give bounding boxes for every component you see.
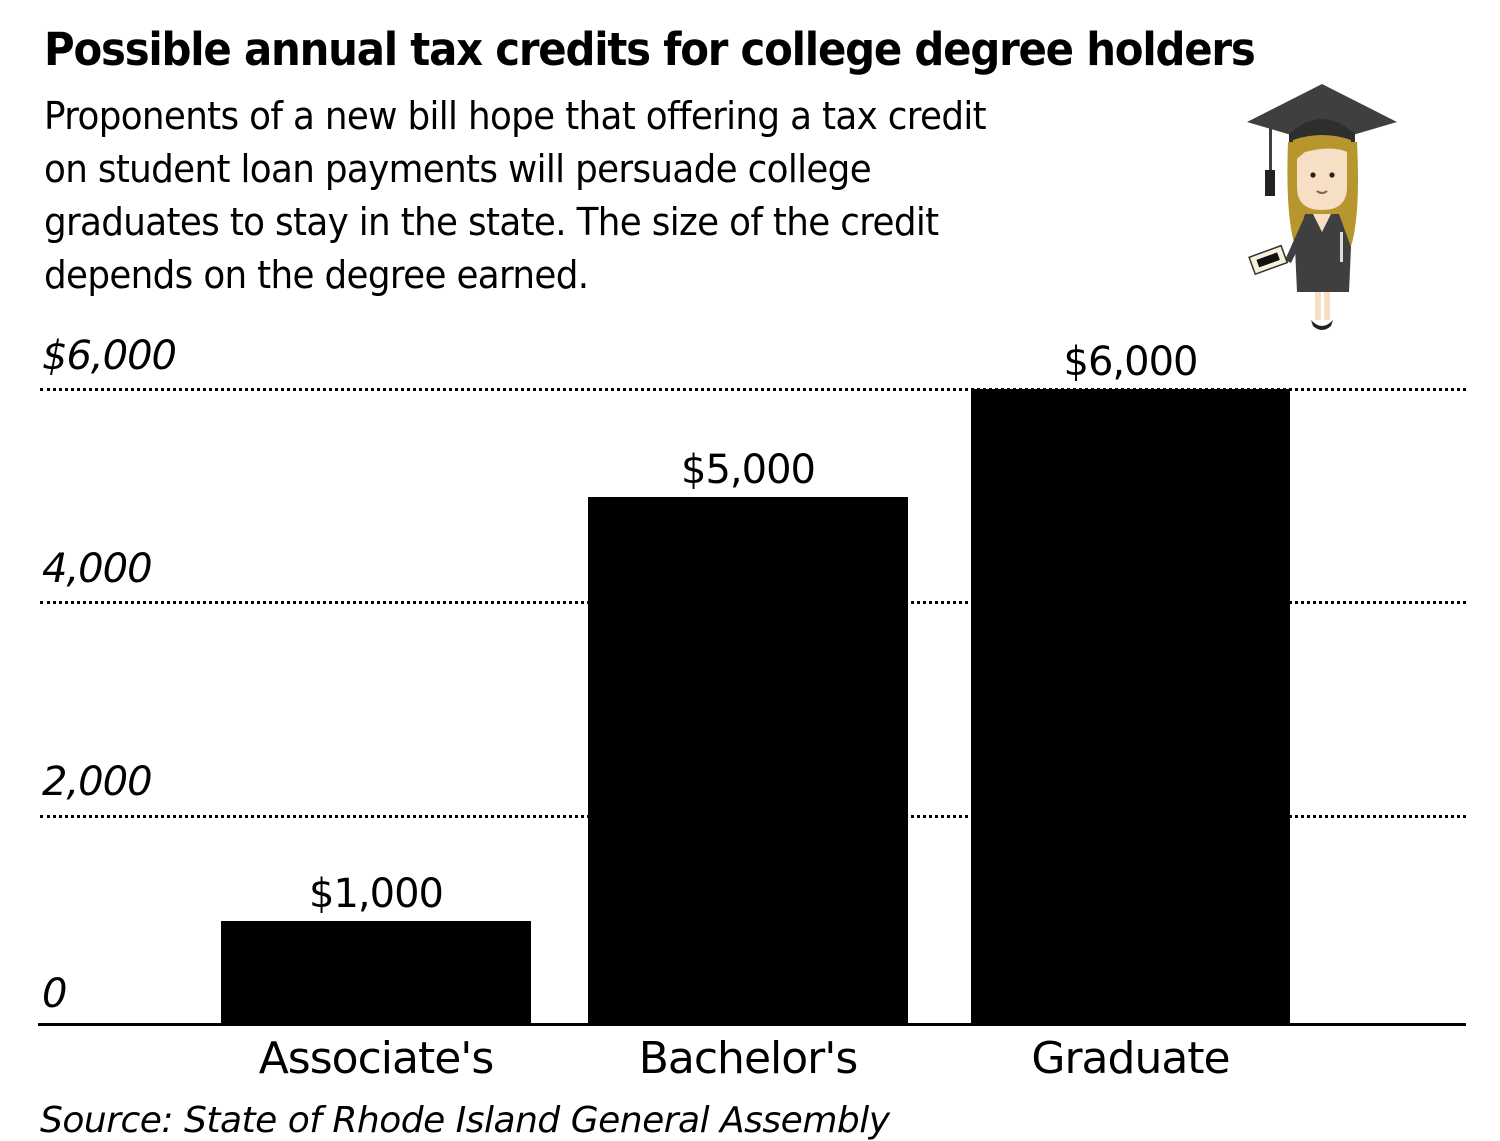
y-tick-2000: 2,000 [42, 759, 153, 805]
bar-bachelors [588, 497, 908, 1024]
category-bachelors: Bachelor's [638, 1033, 859, 1084]
bar-value-associates: $1,000 [309, 871, 444, 917]
y-tick-0: 0 [42, 971, 67, 1017]
graduate-woman-icon [1245, 82, 1400, 332]
subtitle-line: depends on the degree earned. [44, 253, 589, 297]
subtitle-line: on student loan payments will persuade c… [44, 147, 872, 191]
category-associates: Associate's [258, 1033, 495, 1084]
bar-associates [221, 921, 531, 1024]
subtitle-line: Proponents of a new bill hope that offer… [44, 94, 987, 138]
y-tick-6000: $6,000 [42, 333, 177, 379]
source-note: Source: State of Rhode Island General As… [40, 1100, 890, 1141]
bar-value-graduate: $6,000 [1063, 339, 1199, 385]
subtitle-line: graduates to stay in the state. The size… [44, 200, 939, 244]
bar-value-bachelors: $5,000 [681, 447, 816, 493]
chart-title: Possible annual tax credits for college … [44, 23, 1256, 76]
bar-graduate [971, 389, 1290, 1024]
chart-subtitle: Proponents of a new bill hope that offer… [44, 90, 1200, 302]
gridline-6000 [40, 388, 1466, 391]
category-graduate: Graduate [1031, 1033, 1230, 1084]
x-axis-baseline [38, 1023, 1466, 1026]
y-tick-4000: 4,000 [42, 546, 153, 592]
